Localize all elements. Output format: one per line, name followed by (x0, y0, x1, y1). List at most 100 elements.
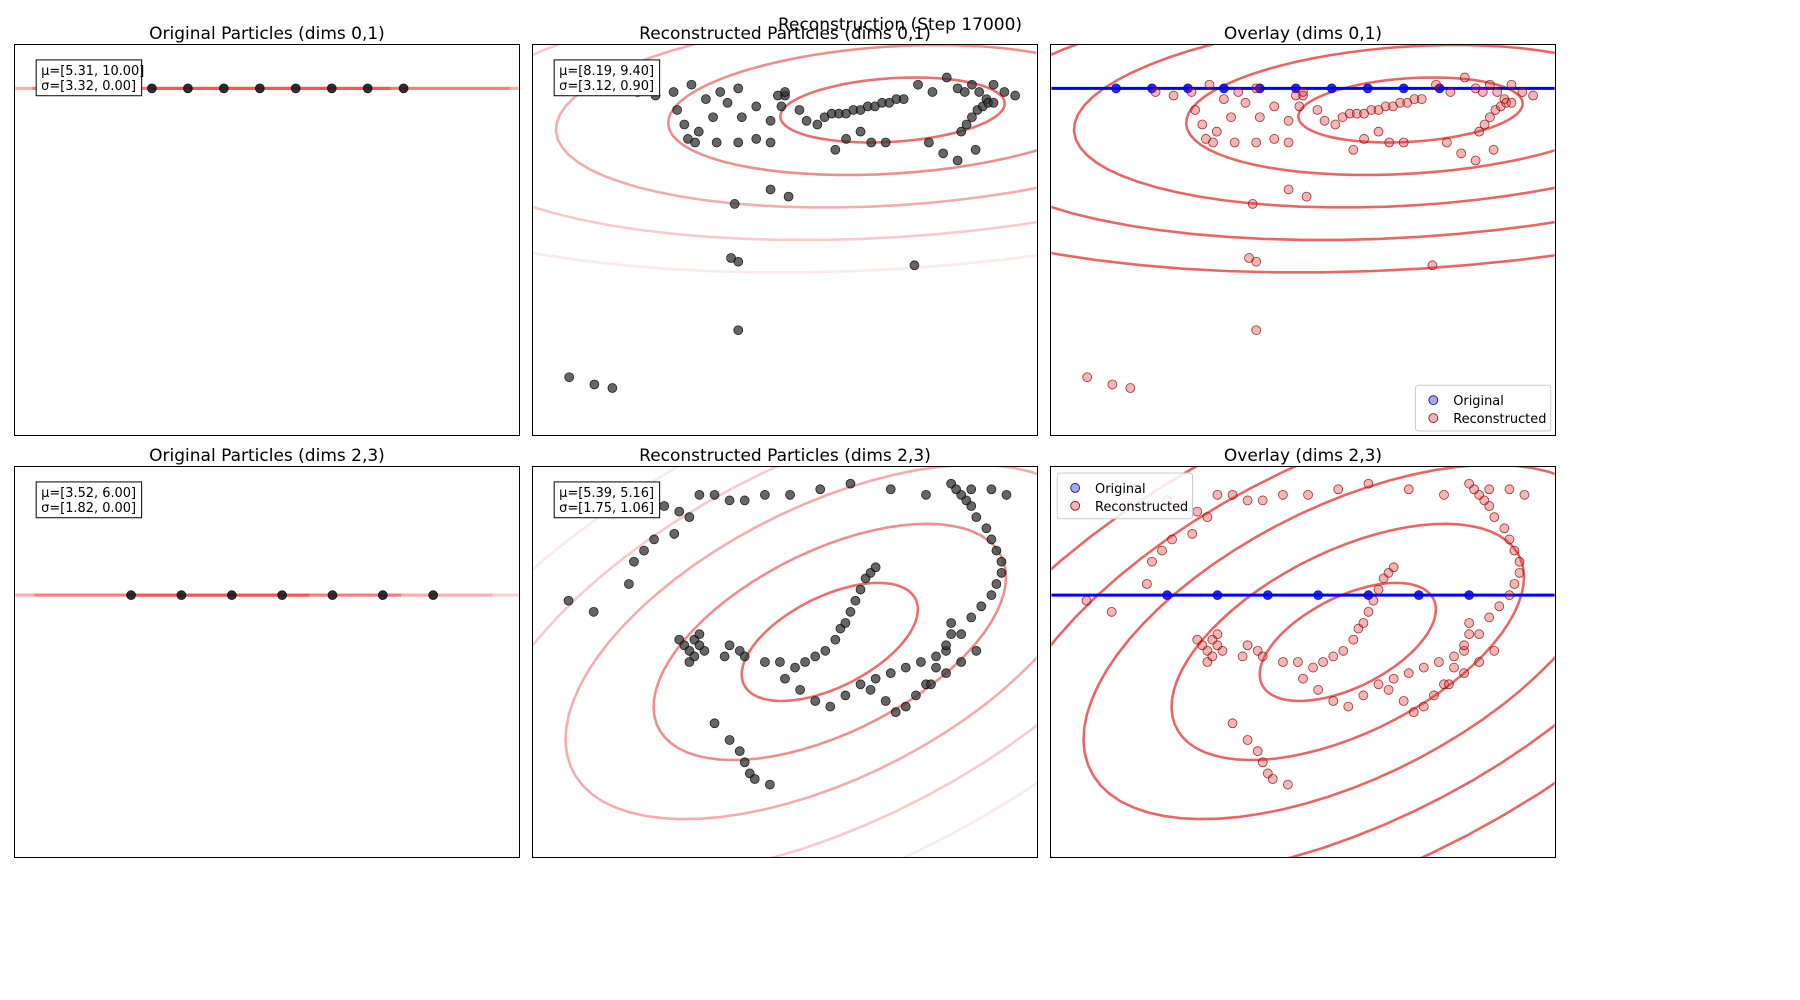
original-point (277, 590, 287, 601)
reconstructed-point (780, 87, 790, 97)
overlay-reconstructed-point (1082, 372, 1093, 383)
stats-box: μ=[3.52, 6.00]σ=[1.82, 0.00] (35, 481, 143, 519)
overlay-reconstructed-point (1187, 528, 1198, 539)
stats-line: σ=[1.75, 1.06] (559, 501, 654, 516)
reconstructed-point (926, 679, 936, 690)
overlay-reconstructed-point (1373, 126, 1384, 137)
overlay-reconstructed-point (1147, 556, 1157, 567)
stats-box: μ=[8.19, 9.40]σ=[3.12, 0.90] (553, 59, 661, 97)
overlay-reconstructed-point (1499, 523, 1510, 534)
overlay-reconstructed-point (1514, 556, 1525, 567)
reconstructed-point (941, 668, 951, 679)
stats-line: μ=[8.19, 9.40] (559, 64, 654, 79)
reconstructed-point (734, 746, 745, 757)
overlay-reconstructed-point (1247, 199, 1258, 209)
reconstructed-point (751, 134, 762, 144)
original-point (290, 83, 301, 94)
overlay-reconstructed-point (1125, 383, 1136, 393)
overlay-reconstructed-point (1383, 684, 1394, 695)
legend: Original Reconstructed (1414, 384, 1552, 432)
stats-line: μ=[5.31, 10.00] (41, 64, 144, 79)
reconstructed-point (686, 79, 697, 90)
reconstructed-point (701, 94, 711, 104)
overlay-reconstructed-point (1251, 83, 1262, 94)
reconstructed-point (563, 595, 574, 606)
reconstructed-point (916, 657, 926, 667)
contour-level-2 (666, 45, 1037, 177)
reconstructed-point (1010, 90, 1020, 101)
overlay-reconstructed-point (1308, 662, 1318, 673)
overlay-original-point (1363, 590, 1374, 601)
reconstructed-point (966, 612, 977, 623)
reconstructed-point (624, 579, 634, 589)
overlay-reconstructed-point (1142, 579, 1152, 589)
overlay-original-point (1362, 83, 1373, 94)
overlay-reconstructed-point (1488, 144, 1499, 155)
reconstructed-point (855, 584, 866, 595)
reconstructed-point (801, 115, 812, 126)
reconstructed-point (927, 87, 938, 97)
overlay-reconstructed-point (1338, 645, 1349, 656)
stats-box-frame (553, 59, 661, 97)
reconstructed-point (775, 657, 785, 667)
overlay-reconstructed-point (1233, 87, 1244, 97)
reconstructed-point (970, 144, 981, 155)
reconstructed-point (840, 690, 851, 701)
reconstructed-point (810, 696, 821, 706)
legend-label: Original (1095, 482, 1146, 497)
overlay-reconstructed-point (1388, 562, 1399, 573)
overlay-reconstructed-point (1244, 253, 1254, 263)
reconstructed-point (971, 512, 982, 523)
contour-level-2 (1184, 45, 1555, 177)
overlay-reconstructed-point (1409, 94, 1420, 104)
plot-area (533, 45, 1037, 393)
overlay-reconstructed-point (1384, 137, 1395, 148)
overlay-reconstructed-point (1492, 87, 1503, 97)
overlay-reconstructed-point (1254, 112, 1265, 123)
reconstructed-point (693, 126, 704, 137)
overlay-reconstructed-point (1267, 774, 1278, 784)
reconstructed-point (967, 112, 977, 123)
axes-reconstructed-dims-01: μ=[8.19, 9.40]σ=[3.12, 0.90] (532, 44, 1038, 436)
overlay-reconstructed-point (1489, 645, 1500, 656)
overlay-reconstructed-point (1207, 651, 1218, 662)
reconstructed-point (690, 137, 700, 148)
overlay-reconstructed-point (1226, 112, 1236, 123)
legend-frame (1414, 384, 1552, 432)
reconstructed-point (672, 105, 683, 115)
reconstructed-point (913, 79, 923, 90)
reconstructed-point (885, 668, 896, 679)
overlay-reconstructed-point (1257, 757, 1268, 768)
overlay-reconstructed-point (1378, 573, 1389, 584)
overlay-reconstructed-point (1237, 651, 1248, 662)
overlay-reconstructed-point (1449, 651, 1459, 662)
reconstructed-point (765, 137, 776, 148)
reconstructed-point (679, 119, 690, 130)
overlay-reconstructed-point (1298, 673, 1308, 684)
overlay-reconstructed-point (1395, 97, 1405, 108)
reconstructed-point (765, 779, 775, 790)
overlay-reconstructed-point (1464, 618, 1475, 628)
axes-overlay-dims-23: Original Reconstructed (1050, 466, 1556, 858)
reconstructed-point (880, 696, 891, 706)
overlay-reconstructed-point (1081, 595, 1092, 606)
reconstructed-point (991, 579, 1002, 589)
overlay-original-point (1413, 590, 1424, 601)
contour-level-5 (1051, 251, 1555, 274)
overlay-reconstructed-point (1427, 260, 1438, 271)
overlay-reconstructed-point (1506, 97, 1517, 108)
overlay-reconstructed-point (1197, 119, 1208, 130)
overlay-reconstructed-point (1464, 629, 1475, 640)
overlay-reconstructed-point (1251, 325, 1262, 336)
stats-line: μ=[3.52, 6.00] (41, 486, 136, 501)
overlay-reconstructed-point (1490, 105, 1501, 115)
plot-area (15, 83, 519, 94)
reconstructed-point (825, 701, 836, 712)
stats-box-frame (553, 481, 661, 519)
overlay-reconstructed-point (1229, 137, 1240, 148)
reconstructed-point (900, 662, 911, 673)
reconstructed-point (724, 495, 735, 506)
overlay-reconstructed-point (1501, 97, 1512, 108)
original-point (326, 83, 337, 94)
